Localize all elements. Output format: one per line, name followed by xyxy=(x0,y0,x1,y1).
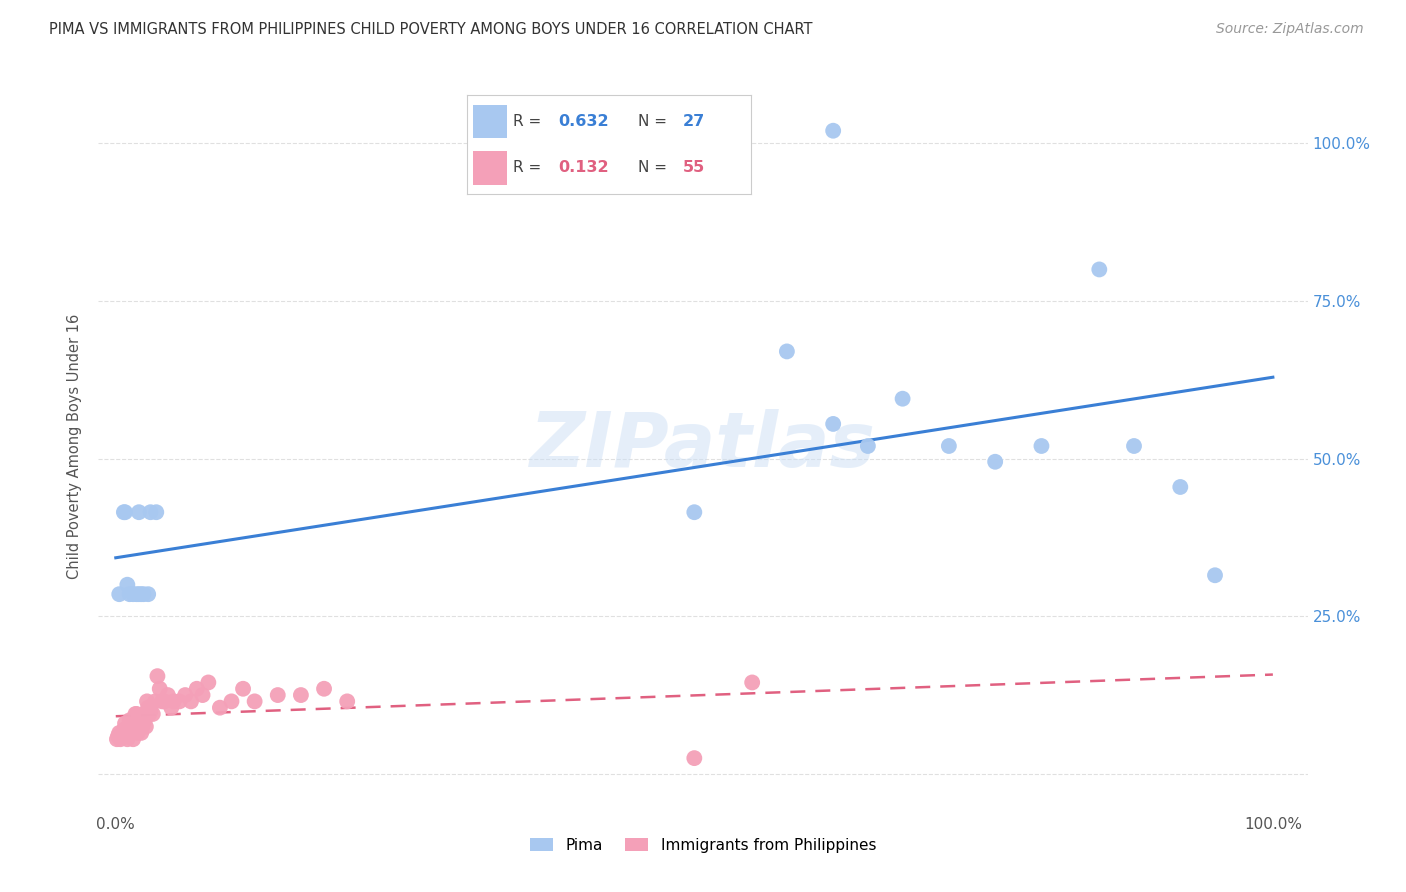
Point xyxy=(110,729,132,743)
Point xyxy=(984,455,1007,469)
Point xyxy=(290,688,312,702)
Point xyxy=(136,587,159,601)
Point xyxy=(129,726,152,740)
Point xyxy=(125,706,148,721)
Point xyxy=(129,587,152,601)
Point xyxy=(891,392,914,406)
Text: PIMA VS IMMIGRANTS FROM PHILIPPINES CHILD POVERTY AMONG BOYS UNDER 16 CORRELATIO: PIMA VS IMMIGRANTS FROM PHILIPPINES CHIL… xyxy=(49,22,813,37)
Point xyxy=(132,587,155,601)
Point xyxy=(114,716,136,731)
Point xyxy=(136,694,159,708)
Point xyxy=(180,694,202,708)
Point xyxy=(117,720,139,734)
Point xyxy=(139,505,162,519)
Point xyxy=(114,505,136,519)
Point xyxy=(312,681,335,696)
Point xyxy=(122,587,145,601)
Point xyxy=(139,704,162,718)
Point xyxy=(156,688,179,702)
Point xyxy=(128,505,150,519)
Point xyxy=(112,505,135,519)
Point xyxy=(145,505,167,519)
Point xyxy=(149,681,172,696)
Point xyxy=(131,720,153,734)
Point xyxy=(135,720,157,734)
Point xyxy=(232,681,254,696)
Point xyxy=(129,720,152,734)
Point xyxy=(128,716,150,731)
Point xyxy=(138,706,160,721)
Point xyxy=(1031,439,1053,453)
Point xyxy=(150,694,173,708)
Point xyxy=(124,706,146,721)
Point xyxy=(127,726,149,740)
Point xyxy=(267,688,290,702)
Point xyxy=(136,700,159,714)
Point xyxy=(121,726,143,740)
Y-axis label: Child Poverty Among Boys Under 16: Child Poverty Among Boys Under 16 xyxy=(67,313,83,579)
Point xyxy=(1123,439,1146,453)
Point xyxy=(221,694,243,708)
Point xyxy=(169,694,191,708)
Point xyxy=(191,688,214,702)
Point xyxy=(112,723,135,737)
Point xyxy=(122,732,145,747)
Point xyxy=(336,694,359,708)
Point xyxy=(856,439,879,453)
Text: Source: ZipAtlas.com: Source: ZipAtlas.com xyxy=(1216,22,1364,37)
Point xyxy=(243,694,266,708)
Point xyxy=(108,587,131,601)
Point xyxy=(160,700,183,714)
Point xyxy=(142,706,165,721)
Point xyxy=(186,681,208,696)
Text: ZIPatlas: ZIPatlas xyxy=(530,409,876,483)
Point xyxy=(105,732,128,747)
Point xyxy=(118,587,141,601)
Point xyxy=(208,700,231,714)
Point xyxy=(134,714,156,728)
Point xyxy=(108,726,131,740)
Point xyxy=(118,714,141,728)
Point xyxy=(111,726,134,740)
Point xyxy=(117,732,139,747)
Point xyxy=(1204,568,1226,582)
Point xyxy=(776,344,799,359)
Point xyxy=(143,694,166,708)
Point xyxy=(115,726,138,740)
Point xyxy=(1088,262,1111,277)
Point xyxy=(146,669,169,683)
Point xyxy=(938,439,960,453)
Point xyxy=(1168,480,1191,494)
Point xyxy=(197,675,219,690)
Point xyxy=(117,578,139,592)
Point xyxy=(120,720,142,734)
Point xyxy=(124,722,146,736)
Point xyxy=(823,124,845,138)
Point xyxy=(107,729,129,743)
Legend: Pima, Immigrants from Philippines: Pima, Immigrants from Philippines xyxy=(524,831,882,859)
Point xyxy=(110,732,132,747)
Point xyxy=(153,694,176,708)
Point xyxy=(823,417,845,431)
Point xyxy=(162,694,184,708)
Point xyxy=(132,706,155,721)
Point xyxy=(741,675,763,690)
Point xyxy=(128,587,150,601)
Point xyxy=(683,751,706,765)
Point xyxy=(174,688,197,702)
Point xyxy=(683,505,706,519)
Point xyxy=(125,587,148,601)
